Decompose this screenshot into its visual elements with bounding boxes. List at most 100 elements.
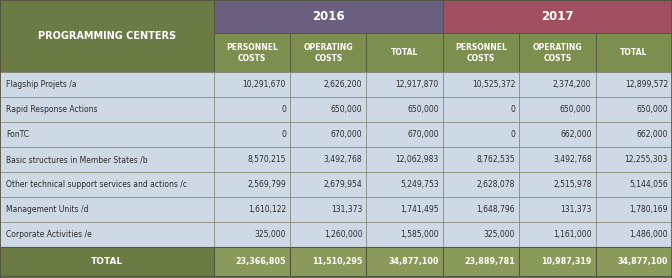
Bar (519, 33, 595, 72)
Bar (0, 172, 214, 197)
Bar (214, 247, 290, 276)
Text: 10,987,319: 10,987,319 (541, 257, 591, 266)
Bar (366, 122, 443, 147)
Text: 2,515,978: 2,515,978 (553, 180, 591, 189)
Bar (290, 147, 366, 172)
Text: 670,000: 670,000 (331, 130, 362, 139)
Text: 131,373: 131,373 (331, 205, 362, 214)
Bar (443, 122, 519, 147)
Bar (290, 222, 366, 247)
Bar (290, 33, 366, 72)
Bar (366, 172, 443, 197)
Text: 650,000: 650,000 (560, 105, 591, 114)
Bar (366, 33, 443, 72)
Bar (0, 247, 214, 276)
Bar (443, 33, 519, 72)
Bar (595, 172, 672, 197)
Bar (214, 172, 290, 197)
Bar (290, 72, 366, 97)
Text: 325,000: 325,000 (255, 230, 286, 239)
Bar (595, 33, 672, 72)
Text: FonTC: FonTC (6, 130, 29, 139)
Bar (290, 247, 366, 276)
Text: 650,000: 650,000 (407, 105, 439, 114)
Bar (366, 97, 443, 122)
Text: PERSONNEL
COSTS: PERSONNEL COSTS (455, 43, 507, 63)
Bar (0, 222, 214, 247)
Text: 10,291,670: 10,291,670 (243, 80, 286, 89)
Bar (214, 222, 290, 247)
Bar (0, 72, 214, 97)
Bar (595, 222, 672, 247)
Text: 12,899,572: 12,899,572 (625, 80, 668, 89)
Bar (366, 72, 443, 97)
Text: 1,741,495: 1,741,495 (401, 205, 439, 214)
Text: 34,877,100: 34,877,100 (388, 257, 439, 266)
Text: 1,161,000: 1,161,000 (553, 230, 591, 239)
Bar (366, 222, 443, 247)
Text: 1,486,000: 1,486,000 (630, 230, 668, 239)
Bar (290, 197, 366, 222)
Bar (519, 97, 595, 122)
Text: 8,570,215: 8,570,215 (247, 155, 286, 164)
Bar (214, 33, 290, 72)
Text: 8,762,535: 8,762,535 (476, 155, 515, 164)
Text: Basic structures in Member States /b: Basic structures in Member States /b (6, 155, 148, 164)
Text: 2,679,954: 2,679,954 (324, 180, 362, 189)
Text: 1,585,000: 1,585,000 (401, 230, 439, 239)
Bar (595, 97, 672, 122)
Bar (0, 122, 214, 147)
Text: 0: 0 (510, 105, 515, 114)
Bar (0, 0, 214, 72)
Bar (595, 197, 672, 222)
Bar (519, 172, 595, 197)
Text: 2017: 2017 (541, 10, 574, 23)
Text: TOTAL: TOTAL (620, 48, 648, 57)
Bar (0, 147, 214, 172)
Text: 5,249,753: 5,249,753 (400, 180, 439, 189)
Text: 131,373: 131,373 (560, 205, 591, 214)
Text: 10,525,372: 10,525,372 (472, 80, 515, 89)
Bar (366, 147, 443, 172)
Text: Flagship Projets /a: Flagship Projets /a (6, 80, 77, 89)
Text: 1,780,169: 1,780,169 (630, 205, 668, 214)
Text: 2,374,200: 2,374,200 (553, 80, 591, 89)
Text: 1,648,796: 1,648,796 (476, 205, 515, 214)
Text: 3,492,768: 3,492,768 (324, 155, 362, 164)
Bar (443, 222, 519, 247)
Bar (443, 147, 519, 172)
Bar (595, 147, 672, 172)
Text: TOTAL: TOTAL (91, 257, 123, 266)
Bar (214, 0, 443, 33)
Bar (443, 0, 672, 33)
Bar (366, 197, 443, 222)
Text: Other technical support services and actions /c: Other technical support services and act… (6, 180, 187, 189)
Text: PROGRAMMING CENTERS: PROGRAMMING CENTERS (38, 31, 176, 41)
Text: 2016: 2016 (312, 10, 345, 23)
Bar (519, 122, 595, 147)
Text: 0: 0 (281, 130, 286, 139)
Bar (443, 72, 519, 97)
Bar (0, 97, 214, 122)
Text: 11,510,295: 11,510,295 (312, 257, 362, 266)
Text: 12,917,870: 12,917,870 (396, 80, 439, 89)
Text: 670,000: 670,000 (407, 130, 439, 139)
Text: 1,610,122: 1,610,122 (248, 205, 286, 214)
Bar (519, 247, 595, 276)
Text: 2,626,200: 2,626,200 (324, 80, 362, 89)
Bar (0, 197, 214, 222)
Bar (214, 147, 290, 172)
Text: TOTAL: TOTAL (391, 48, 419, 57)
Bar (214, 197, 290, 222)
Text: 23,366,805: 23,366,805 (236, 257, 286, 266)
Bar (519, 222, 595, 247)
Text: 325,000: 325,000 (484, 230, 515, 239)
Text: OPERATING
COSTS: OPERATING COSTS (304, 43, 353, 63)
Text: PERSONNEL
COSTS: PERSONNEL COSTS (226, 43, 278, 63)
Text: 34,877,100: 34,877,100 (618, 257, 668, 266)
Bar (519, 147, 595, 172)
Text: Corporate Activities /e: Corporate Activities /e (6, 230, 92, 239)
Bar (443, 197, 519, 222)
Bar (595, 247, 672, 276)
Bar (214, 122, 290, 147)
